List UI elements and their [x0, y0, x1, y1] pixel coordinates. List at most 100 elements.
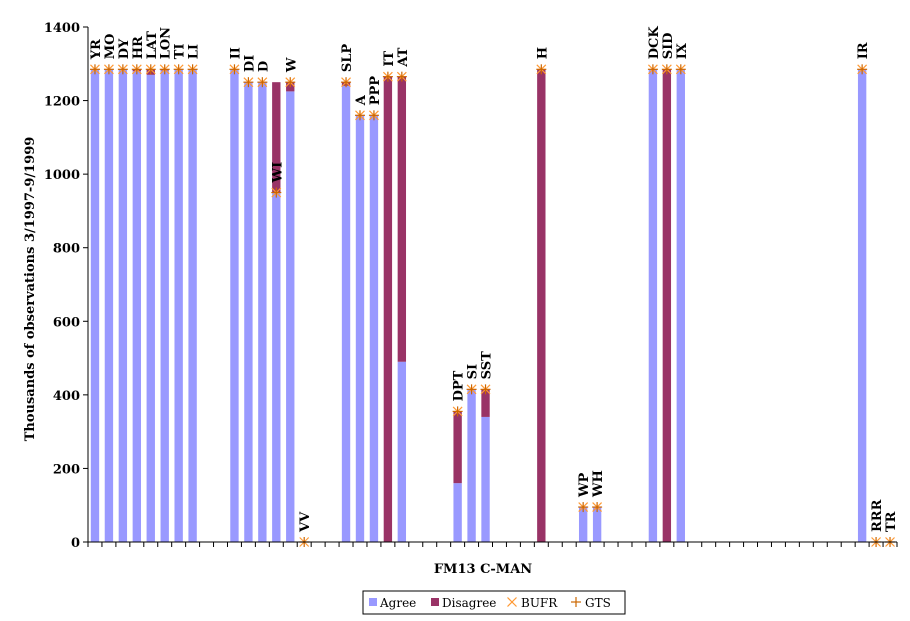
bar-agree-wh: [592, 507, 602, 542]
bar-agree-dpt: [453, 483, 462, 542]
bar-label-sst: SST: [480, 351, 495, 379]
bar-disagree-sid: [662, 69, 672, 542]
legend-swatch-agree: [369, 598, 377, 606]
y-tick-label-1200: 1200: [44, 95, 80, 110]
marker-gts-d: [257, 77, 268, 88]
bar-label-dpt: DPT: [452, 370, 467, 401]
bar-disagree-h: [537, 69, 546, 542]
bar-agree-yr: [90, 69, 100, 542]
marker-gts-lat: [145, 64, 156, 75]
bar-label-tr: TR: [884, 511, 899, 532]
bar-label-sid: SID: [661, 33, 676, 60]
marker-gts-hr: [131, 64, 142, 75]
y-tick-label-600: 600: [53, 315, 80, 330]
legend-label-agree: Agree: [379, 596, 416, 610]
bar-agree-si: [467, 389, 476, 542]
bar-label-slp: SLP: [340, 44, 355, 73]
bar-label-lon: LON: [159, 27, 174, 59]
bar-agree-lon: [160, 70, 169, 543]
y-tick-label-400: 400: [53, 389, 80, 404]
legend-box: [362, 590, 626, 615]
bar-agree-wp: [578, 507, 588, 542]
legend-plus-glyph: [571, 597, 581, 607]
bar-agree-w: [286, 91, 295, 542]
bar-agree-ii: [230, 69, 239, 542]
legend-label-disagree: Disagree: [442, 596, 496, 610]
legend-swatch-disagree: [431, 598, 439, 606]
bar-disagree-at: [397, 76, 407, 362]
marker-gts-ir: [857, 64, 868, 75]
y-tick-label-1400: 1400: [44, 21, 80, 36]
bars-layer: [90, 69, 867, 543]
legend-marker-gts: [571, 597, 581, 607]
y-tick-label-200: 200: [53, 462, 80, 477]
bar-label-a: A: [354, 94, 369, 106]
legend-label-gts: GTS: [585, 596, 611, 610]
bar-agree-li: [188, 69, 197, 542]
bar-label-hr: HR: [131, 36, 146, 59]
bar-label-ii: II: [228, 47, 243, 59]
marker-gts-dck: [647, 64, 658, 75]
bar-label-si: SI: [466, 364, 481, 379]
legend-x-glyph: [507, 597, 517, 607]
bar-agree-dck: [648, 69, 658, 542]
marker-gts-it: [382, 71, 393, 82]
bar-agree-ppp: [369, 115, 379, 543]
y-tick-label-0: 0: [71, 536, 80, 551]
bar-label-d: D: [256, 61, 271, 72]
marker-gts-ti: [173, 64, 184, 75]
bar-label-ppp: PPP: [368, 76, 383, 106]
bar-label-ix: IX: [675, 42, 690, 59]
bar-label-wp: WP: [577, 472, 592, 498]
bar-label-wh: WH: [591, 470, 606, 498]
legend-label-bufr: BUFR: [521, 596, 558, 610]
bar-agree-a: [355, 115, 365, 543]
bar-label-mo: MO: [103, 34, 118, 60]
bar-agree-sst: [481, 416, 490, 542]
bar-label-ti: TI: [173, 44, 188, 60]
bar-agree-lat: [146, 74, 155, 543]
marker-gts-sst: [480, 384, 491, 395]
bar-disagree-dpt: [453, 411, 462, 484]
marker-gts-li: [187, 64, 198, 75]
bar-label-it: IT: [382, 51, 397, 67]
bar-agree-ir: [857, 69, 867, 542]
bar-agree-di: [244, 82, 253, 542]
bar-label-wi: WI: [270, 162, 285, 184]
bar-label-at: AT: [396, 47, 411, 67]
bar-agree-slp: [341, 85, 351, 542]
marker-gts-ii: [229, 64, 240, 75]
marker-gts-a: [354, 110, 365, 121]
bar-label-li: LI: [187, 44, 202, 59]
bar-disagree-wi: [272, 82, 281, 193]
bar-disagree-it: [383, 76, 393, 543]
marker-gts-wi: [271, 187, 282, 198]
y-axis-title: Thousands of observations 3/1997-9/1999: [23, 137, 38, 442]
axes-layer: 0 200 400 600 800 1000 1200 1400: [44, 21, 898, 551]
marker-gts-wh: [592, 502, 603, 513]
bar-agree-dy: [118, 69, 128, 542]
bar-label-yr: YR: [89, 39, 104, 60]
bar-disagree-sst: [481, 389, 490, 417]
marker-gts-slp: [341, 77, 352, 88]
marker-gts-sid: [661, 64, 672, 75]
bar-agree-hr: [132, 71, 142, 543]
bar-agree-at: [397, 361, 407, 542]
bar-label-rrr: RRR: [870, 499, 885, 532]
marker-gts-dy: [117, 64, 128, 75]
marker-gts-mo: [103, 64, 114, 75]
markers-layer: [89, 64, 896, 547]
bar-agree-mo: [104, 69, 114, 542]
marker-gts-yr: [89, 64, 100, 75]
marker-gts-di: [243, 77, 254, 88]
marker-gts-h: [536, 64, 547, 75]
x-axis-title: FM13 C-MAN: [434, 562, 532, 577]
bar-label-dck: DCK: [647, 26, 662, 60]
marker-gts-at: [396, 71, 407, 82]
bar-agree-ix: [676, 69, 685, 542]
legend-x-glyph-b: [507, 597, 517, 607]
y-tick-label-800: 800: [53, 242, 80, 257]
bar-agree-ti: [174, 69, 183, 542]
